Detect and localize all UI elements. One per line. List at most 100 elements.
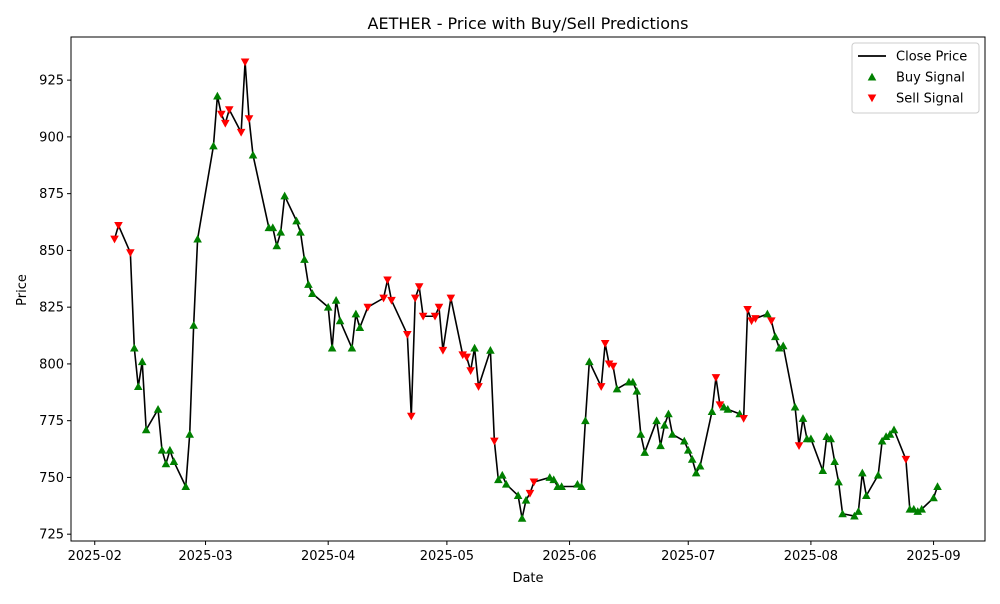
- buy-signal-marker: [169, 457, 179, 465]
- y-axis-label: Price: [15, 274, 30, 306]
- buy-signal-marker: [280, 191, 289, 200]
- sell-signal-marker: [110, 235, 119, 244]
- buy-signal-marker: [193, 234, 202, 243]
- y-tick-label: 925: [39, 74, 64, 89]
- legend-sell-swatch: [867, 94, 877, 103]
- buy-signal-marker: [513, 491, 523, 500]
- y-tick-label: 800: [39, 357, 64, 372]
- sell-signal-marker: [244, 115, 254, 124]
- buy-signal-marker: [501, 479, 511, 488]
- sell-signal-marker: [434, 303, 444, 312]
- sell-signal-marker: [446, 294, 456, 303]
- buy-signal-marker: [137, 357, 147, 366]
- y-tick-label: 850: [39, 244, 64, 259]
- sell-signal-marker: [383, 276, 392, 285]
- buy-signal-marker: [628, 377, 638, 386]
- legend-label: Buy Signal: [896, 71, 965, 86]
- buy-signal-marker: [161, 459, 171, 468]
- buy-signal-marker: [494, 475, 503, 484]
- x-tick-label: 2025-09: [906, 549, 960, 564]
- buy-signal-marker: [517, 513, 527, 522]
- buy-signal-marker: [830, 457, 839, 465]
- buy-signal-marker: [209, 141, 218, 150]
- sell-signal-marker: [608, 362, 618, 371]
- buy-signal-marker: [557, 482, 566, 490]
- sell-signal-marker: [236, 128, 246, 137]
- buy-signal-marker: [885, 429, 895, 438]
- buy-signal-marker: [679, 436, 689, 445]
- sell-signal-marker: [240, 58, 250, 67]
- buy-signal-marker: [929, 493, 938, 502]
- buy-signal-marker: [521, 495, 531, 504]
- buy-signal-marker: [723, 405, 733, 413]
- buy-signal-marker: [272, 241, 282, 250]
- buy-signal-marker: [778, 341, 788, 350]
- buy-signal-marker: [612, 384, 622, 393]
- sell-signal-marker: [221, 119, 230, 128]
- chart-title: AETHER - Price with Buy/Sell Predictions: [368, 14, 689, 33]
- sell-signal-marker: [114, 221, 123, 230]
- sell-signal-marker: [126, 249, 135, 257]
- buy-signal-marker: [770, 332, 780, 341]
- buy-signal-marker: [331, 296, 341, 304]
- sell-signal-marker: [600, 340, 610, 348]
- buy-signal-marker: [664, 409, 673, 418]
- buy-signal-marker: [153, 405, 163, 413]
- x-tick-label: 2025-08: [784, 549, 838, 564]
- x-tick-label: 2025-04: [301, 549, 355, 564]
- buy-signal-marker: [347, 343, 357, 352]
- plot-frame: [70, 36, 986, 542]
- y-tick-label: 825: [39, 301, 64, 316]
- buy-signal-marker: [577, 482, 586, 490]
- sell-signal-marker: [418, 312, 428, 321]
- sell-signal-marker: [224, 106, 234, 114]
- buy-signal-marker: [806, 434, 816, 443]
- buy-signal-marker: [873, 470, 883, 479]
- buy-signal-marker: [838, 509, 847, 518]
- buy-signal-marker: [826, 434, 835, 443]
- buy-signal-marker: [292, 216, 301, 225]
- sell-signal-marker: [794, 442, 804, 450]
- sell-signal-marker: [474, 383, 483, 391]
- buy-signal-marker: [933, 482, 942, 490]
- sell-signal-marker: [410, 294, 420, 303]
- sell-signal-marker: [466, 367, 475, 376]
- y-tick-label: 750: [39, 471, 64, 486]
- buy-signal-marker: [850, 511, 859, 520]
- sell-signal-marker: [529, 478, 539, 487]
- buy-signal-marker: [157, 445, 167, 454]
- buy-signal-marker: [656, 441, 665, 450]
- buy-signal-marker: [470, 343, 479, 352]
- buy-signal-marker: [695, 461, 705, 470]
- x-axis-ticks: 2025-02 2025-03 2025-04 2025-05 2025-06 2025-…: [68, 541, 961, 564]
- buy-signal-marker: [304, 280, 313, 288]
- buy-signal-marker: [213, 91, 222, 100]
- buy-signal-marker: [351, 309, 361, 318]
- sell-signal-markers: [110, 58, 911, 498]
- sell-signal-marker: [438, 346, 448, 355]
- sell-signal-marker: [711, 374, 721, 382]
- sell-signal-marker: [490, 437, 499, 446]
- buy-signal-marker: [130, 343, 139, 352]
- buy-signal-marker: [549, 475, 559, 484]
- sell-signal-marker: [430, 312, 440, 321]
- y-tick-label: 775: [39, 414, 64, 429]
- buy-signal-marker: [185, 429, 195, 438]
- buy-signal-marker: [497, 470, 507, 479]
- buy-signal-marker: [790, 402, 800, 411]
- sell-signal-marker: [715, 401, 725, 410]
- buy-signal-marker: [300, 255, 309, 263]
- sell-signal-marker: [596, 383, 606, 391]
- sell-signal-marker: [604, 360, 614, 369]
- buy-signal-marker: [652, 416, 661, 425]
- x-axis-label: Date: [512, 571, 543, 586]
- buy-signal-marker: [632, 386, 642, 395]
- buy-signal-marker: [854, 507, 863, 515]
- buy-signal-marker: [248, 150, 258, 159]
- sell-signal-marker: [743, 305, 752, 314]
- buy-signal-marker: [881, 432, 891, 441]
- sell-signal-marker: [414, 283, 424, 292]
- buy-signal-marker: [683, 445, 693, 454]
- legend-label: Sell Signal: [896, 92, 964, 107]
